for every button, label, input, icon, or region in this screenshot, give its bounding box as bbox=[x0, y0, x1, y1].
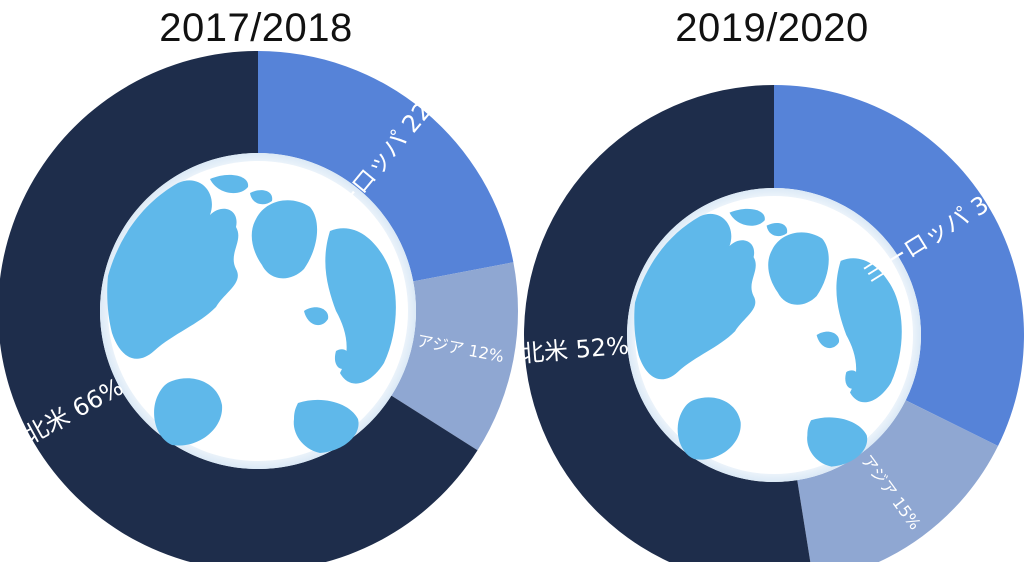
north-america-landmass bbox=[634, 213, 756, 380]
arctic-island bbox=[210, 174, 249, 194]
british-isles-landmass bbox=[845, 370, 860, 389]
north-america-landmass bbox=[107, 180, 239, 359]
british-isles-landmass bbox=[334, 349, 351, 370]
europe-landmass bbox=[836, 258, 902, 403]
iceland-landmass bbox=[304, 307, 329, 326]
south-america-landmass bbox=[154, 378, 223, 446]
africa-landmass bbox=[807, 417, 868, 467]
africa-landmass bbox=[293, 399, 359, 453]
greenland-landmass bbox=[768, 232, 829, 305]
arctic-island bbox=[766, 223, 788, 237]
slice-europe bbox=[774, 85, 1024, 447]
chart-title-2019-2020: 2019/2020 bbox=[675, 6, 869, 50]
arctic-island bbox=[250, 190, 273, 205]
slice-asia bbox=[391, 262, 518, 451]
arctic-island bbox=[729, 208, 765, 226]
iceland-landmass bbox=[816, 331, 840, 349]
slice-north-america bbox=[524, 85, 811, 562]
globe-icon bbox=[100, 153, 416, 469]
europe-landmass bbox=[325, 228, 396, 384]
chart-title-2017-2018: 2017/2018 bbox=[159, 6, 353, 50]
greenland-landmass bbox=[251, 200, 318, 279]
slice-asia bbox=[797, 400, 998, 562]
donut-chart-0: ヨーロッパ 22%アジア 12%北米 66% bbox=[0, 51, 518, 562]
south-america-landmass bbox=[677, 397, 741, 460]
donut-chart-1: ヨーロッパ 32%アジア 15%北米 52% bbox=[519, 85, 1024, 562]
globe-icon bbox=[627, 188, 921, 482]
slice-europe bbox=[258, 51, 514, 282]
slice-north-america bbox=[0, 51, 478, 562]
